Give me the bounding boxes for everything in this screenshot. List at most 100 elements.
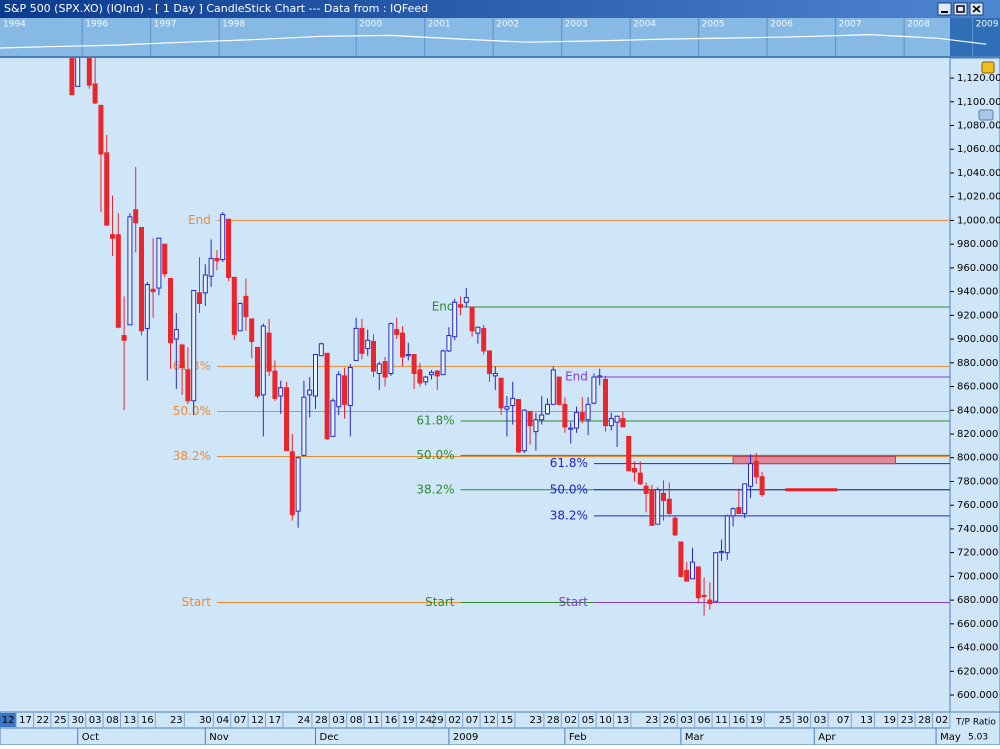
candle-body (434, 370, 440, 377)
candle-body (469, 306, 475, 332)
candle-body (510, 397, 516, 407)
plot-area (0, 58, 950, 712)
candle-body (353, 327, 359, 361)
y-tick-label: 940.000 (957, 287, 998, 298)
x-tick-label: 08 (350, 715, 363, 726)
candle-body (104, 152, 110, 226)
candle-body (342, 375, 348, 405)
candle-body (672, 517, 678, 536)
year-label: 2005 (702, 20, 725, 30)
overview-line (0, 33, 987, 49)
fib-label: Start (425, 595, 455, 609)
x-tick-label: 23 (170, 715, 183, 726)
x-tick-label: 03 (814, 715, 827, 726)
fib-label: Start (559, 595, 589, 609)
candle-body (498, 377, 504, 409)
candle-body (695, 566, 701, 599)
candle-body (492, 372, 498, 377)
title-bar (0, 0, 1000, 18)
candle-body (208, 257, 214, 277)
x-tick-label: 16 (733, 715, 746, 726)
candle-body (371, 340, 377, 372)
candle-body (573, 412, 579, 429)
candle-body (75, 58, 81, 87)
candle-body (684, 569, 690, 582)
candle-body (191, 289, 197, 402)
candle-body (168, 278, 174, 344)
year-label: 2006 (770, 20, 793, 30)
year-label: 2009 (976, 20, 999, 30)
x-tick-label: 26 (663, 715, 676, 726)
x-tick-label: 30 (796, 715, 809, 726)
target-zone (732, 456, 896, 465)
x-tick-label: 15 (501, 715, 514, 726)
candle-body (701, 594, 707, 598)
year-label: 2008 (907, 20, 930, 30)
candle-body (133, 209, 139, 224)
candle-body (550, 369, 556, 405)
candle-body (86, 58, 92, 86)
window-buttons[interactable] (937, 2, 984, 16)
tool-icon[interactable] (978, 109, 994, 121)
candle-body (260, 325, 266, 396)
x-tick-label: 12 (483, 715, 496, 726)
x-tick-label: 25 (54, 715, 67, 726)
candle-body (568, 427, 574, 430)
y-tick-label: 760.000 (957, 500, 998, 511)
candle-body (597, 375, 603, 378)
year-label: 1994 (3, 20, 26, 30)
y-tick-label: 660.000 (957, 619, 998, 630)
x-tick-label: 23 (646, 715, 659, 726)
month-label: Oct (82, 732, 99, 743)
candle-body (220, 213, 226, 261)
candle-body (643, 485, 649, 494)
y-tick-label: 860.000 (957, 382, 998, 393)
candle-body (747, 463, 753, 487)
candle-body (562, 403, 568, 428)
x-tick-label: 04 (216, 715, 229, 726)
overview: 1994 1996 1997 1998 2000 2001 2002 2003 2004 2005… (0, 18, 999, 56)
candle-body (359, 327, 365, 354)
x-tick-label: 07 (837, 715, 850, 726)
y-tick-label: 900.000 (957, 334, 998, 345)
candle-body (417, 369, 423, 384)
x-tick-label: 24 (419, 715, 432, 726)
x-tick-label: 13 (860, 715, 873, 726)
candle-body (266, 332, 272, 372)
y-tick-label: 720.000 (957, 548, 998, 559)
candle-body (666, 498, 672, 514)
candle-body (556, 376, 562, 405)
candle-body (678, 541, 684, 577)
candle-body (376, 363, 382, 374)
candle-body (446, 335, 452, 352)
month-label: Dec (320, 732, 339, 743)
candle-body (614, 415, 620, 423)
candle-body (110, 234, 116, 239)
x-tick-label: 19 (750, 715, 763, 726)
axes: 600.000 620.000 640.000 660.000 680.000 700.0… (2, 73, 1000, 745)
candle-body (452, 301, 458, 338)
candle-body (429, 371, 435, 376)
month-label: 2009 (453, 732, 478, 743)
month-label: Mar (685, 732, 705, 743)
x-tick-label: 22 (37, 715, 50, 726)
month-label: Feb (569, 732, 587, 743)
year-label: 2004 (633, 20, 656, 30)
candle-body (324, 352, 330, 440)
x-tick-label: 23 (901, 715, 914, 726)
x-tick-label: 19 (402, 715, 415, 726)
x-tick-label: 28 (547, 715, 560, 726)
y-tick-label: 700.000 (957, 571, 998, 582)
lock-icon[interactable] (981, 61, 995, 74)
fib-label: 50.0% (550, 482, 588, 496)
candle-body (440, 350, 446, 376)
x-tick-label: 23 (530, 715, 543, 726)
candle-body (382, 361, 388, 378)
y-tick-label: 1,080.000 (957, 121, 1000, 132)
candle-body (115, 234, 121, 328)
x-tick-label: 13 (617, 715, 630, 726)
candle-body (504, 406, 510, 410)
candle-body (272, 370, 278, 399)
overview-strip[interactable] (0, 18, 1000, 56)
